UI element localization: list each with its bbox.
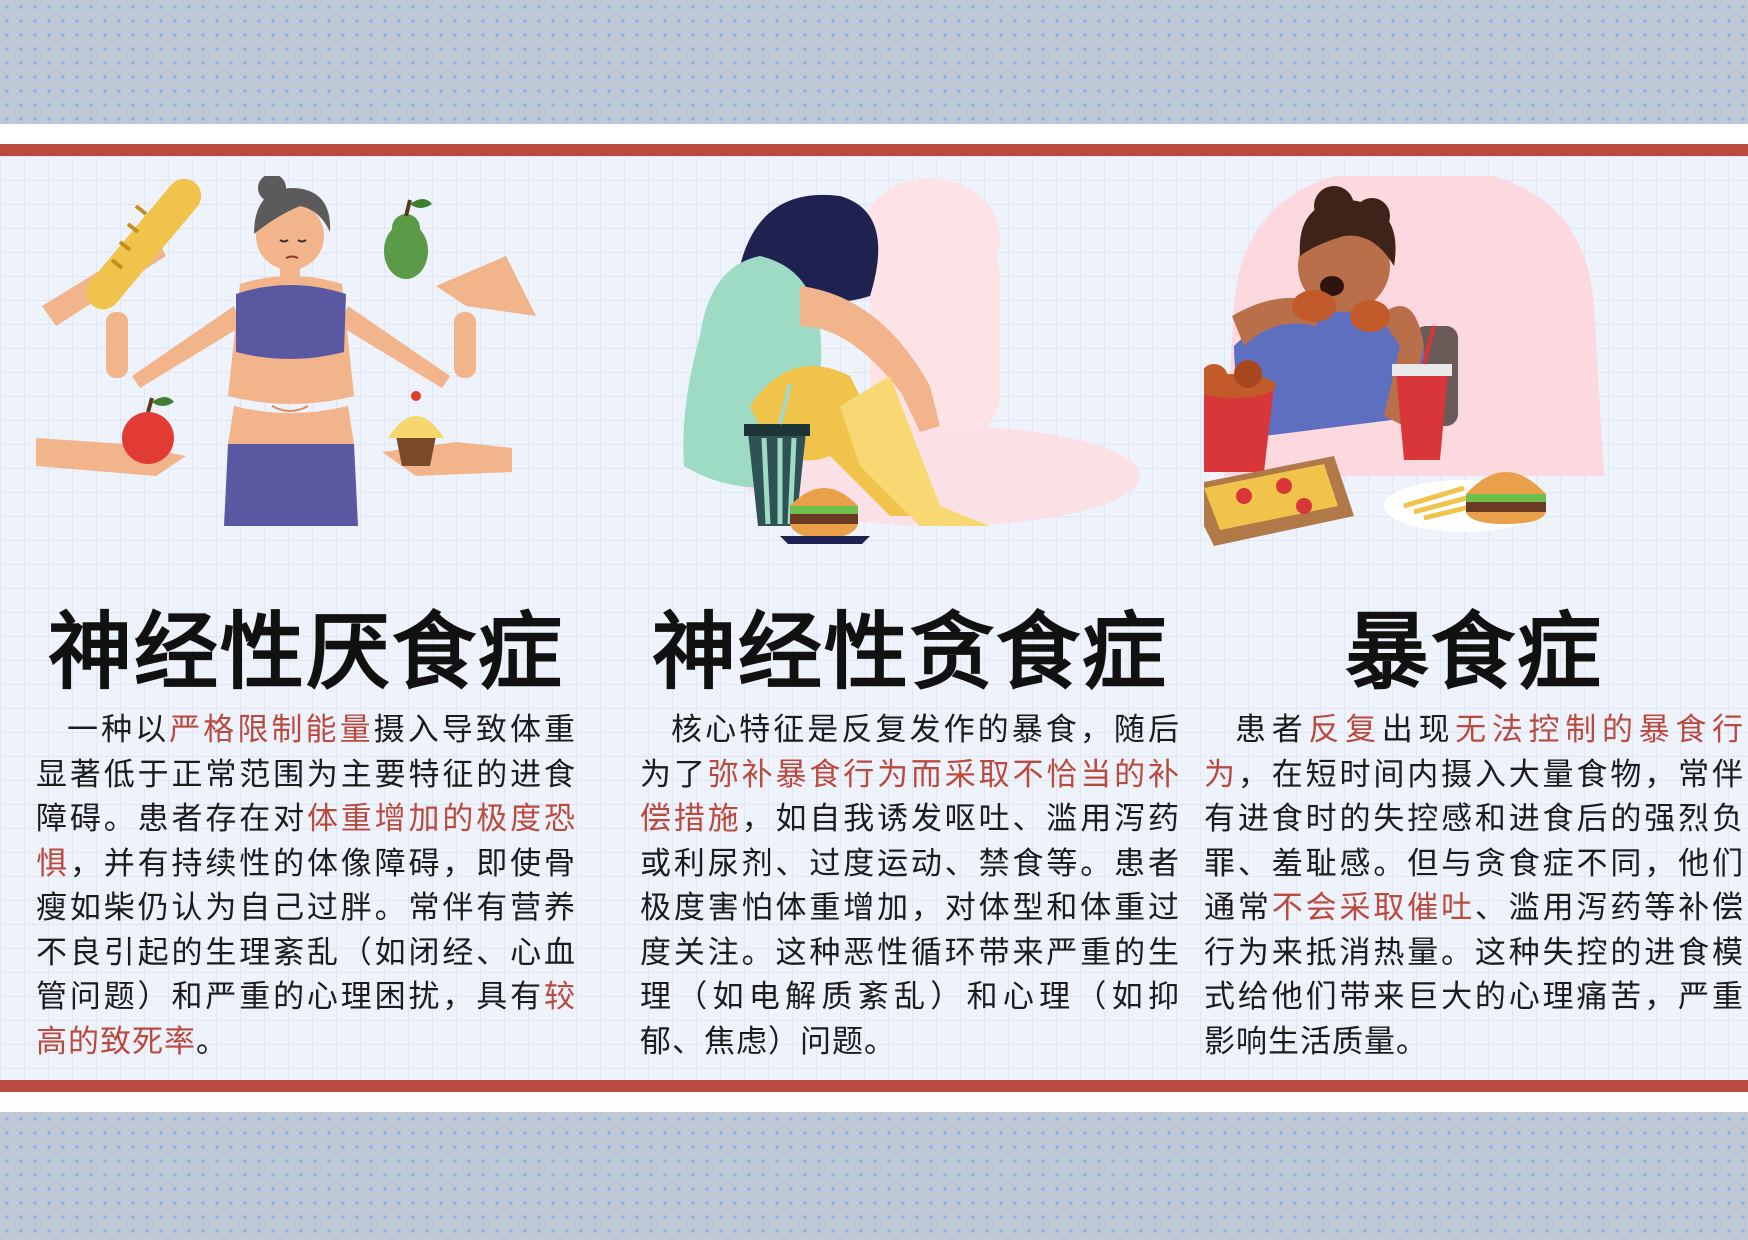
body-anorexia: 一种以严格限制能量摄入导致体重显著低于正常范围为主要特征的进食障碍。患者存在对体… xyxy=(36,708,576,1064)
bottom-red-rule xyxy=(0,1080,1748,1092)
text-segment: 一种以 xyxy=(67,712,170,748)
woman-refusing-food-illustration xyxy=(36,176,536,526)
title-anorexia: 神经性厌食症 xyxy=(47,603,564,701)
bottom-white-strip xyxy=(0,1092,1748,1112)
text-segment: 患者 xyxy=(1235,712,1309,748)
text-segment: ，并有持续性的体像障碍，即使骨瘦如柴仍认为自己过胖。常伴有营养不良引起的生理紊乱… xyxy=(36,845,577,1016)
dotted-top-band xyxy=(0,0,1748,124)
highlight-segment: 无法控制的暴食行为 xyxy=(1204,712,1745,793)
highlight-segment: 严格限制能量 xyxy=(169,712,374,748)
column-bulimia: 神经性贪食症 核心特征是反复发作的暴食，随后为了弥补暴食行为而采取不恰当的补偿措… xyxy=(640,156,1180,1080)
text-segment: ，如自我诱发呕吐、滥用泻药或利尿剂、过度运动、禁食等。患者极度害怕体重增加，对体… xyxy=(640,801,1181,1060)
text-segment: ，在短时间内摄入大量食物，常伴有进食时的失控感和进食后的强烈负罪、羞耻感。但与贪… xyxy=(1204,756,1745,927)
text-segment: 。 xyxy=(196,1023,228,1060)
title-bulimia: 神经性贪食症 xyxy=(651,603,1168,701)
text-segment: 、滥用泻药等补偿行为来抵消热量。这种失控的进食模式给他们带来巨大的心理痛苦，严重… xyxy=(1204,890,1745,1060)
text-segment: 出现 xyxy=(1381,712,1456,748)
body-bulimia: 核心特征是反复发作的暴食，随后为了弥补暴食行为而采取不恰当的补偿措施，如自我诱发… xyxy=(640,708,1180,1064)
highlight-segment: 弥补暴食行为而采取不恰当的补偿措施 xyxy=(640,756,1180,838)
content-panel: 神经性厌食症 一种以严格限制能量摄入导致体重显著低于正常范围为主要特征的进食障碍… xyxy=(0,156,1748,1080)
highlight-segment: 不会采取催吐 xyxy=(1271,890,1475,926)
top-red-rule xyxy=(0,144,1748,156)
column-binge-eating: 暴食症 患者反复出现无法控制的暴食行为，在短时间内摄入大量食物，常伴有进食时的失… xyxy=(1204,156,1744,1080)
title-binge-eating: 暴食症 xyxy=(1344,603,1603,701)
dotted-bottom-band xyxy=(0,1112,1748,1240)
highlight-segment: 体重增加的极度恐惧 xyxy=(36,801,577,882)
column-anorexia: 神经性厌食症 一种以严格限制能量摄入导致体重显著低于正常范围为主要特征的进食障碍… xyxy=(36,156,576,1080)
girl-hugging-knees-illustration xyxy=(683,178,1140,544)
highlight-segment: 较高的致死率 xyxy=(36,979,576,1060)
top-white-strip xyxy=(0,124,1748,144)
highlight-segment: 反复 xyxy=(1308,712,1382,748)
text-segment: 核心特征是反复发作的暴食，随后为了 xyxy=(640,712,1180,793)
body-binge-eating: 患者反复出现无法控制的暴食行为，在短时间内摄入大量食物，常伴有进食时的失控感和进… xyxy=(1204,708,1744,1064)
man-eating-fast-food-illustration xyxy=(1204,176,1604,546)
text-segment: 摄入导致体重显著低于正常范围为主要特征的进食障碍。患者存在对 xyxy=(36,712,577,837)
